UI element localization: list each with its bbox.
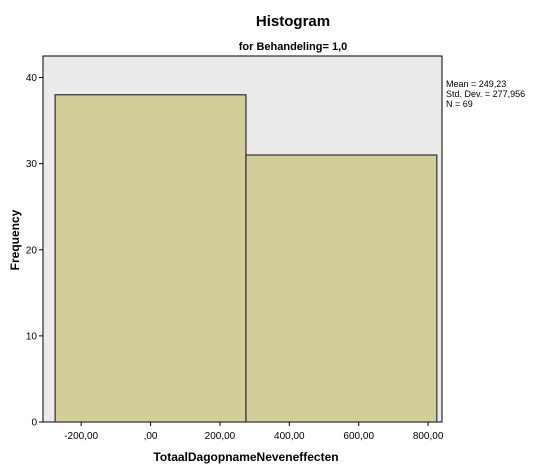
x-tick-label: 400,00 <box>274 431 305 442</box>
x-tick-label: 800,00 <box>413 431 444 442</box>
y-axis-label: Frequency <box>8 209 22 270</box>
y-tick-label: 30 <box>26 159 38 170</box>
x-tick-label: 200,00 <box>205 431 236 442</box>
y-axis: 0 10 20 30 40 <box>26 73 43 429</box>
x-tick-label: -200,00 <box>64 431 98 442</box>
y-tick-label: 10 <box>26 331 38 342</box>
x-axis: -200,00 ,00 200,00 400,00 600,00 800,00 <box>64 422 444 442</box>
x-tick-label: ,00 <box>144 431 158 442</box>
y-tick-label: 40 <box>26 73 38 84</box>
stats-std-dev: Std. Dev. = 277,956 <box>446 89 525 99</box>
x-axis-label: TotaalDagopnameNeveneffecten <box>153 450 338 464</box>
x-tick-label: 600,00 <box>343 431 374 442</box>
histogram-bar-1 <box>54 94 247 423</box>
chart-title: Histogram <box>256 13 330 30</box>
stats-n: N = 69 <box>446 99 473 109</box>
y-tick-label: 0 <box>31 418 37 429</box>
histogram-bar-2 <box>245 154 438 423</box>
chart-subtitle: for Behandeling= 1,0 <box>239 41 348 53</box>
y-tick-label: 20 <box>26 245 38 256</box>
stats-mean: Mean = 249,23 <box>446 79 506 89</box>
bars-group <box>54 94 438 423</box>
